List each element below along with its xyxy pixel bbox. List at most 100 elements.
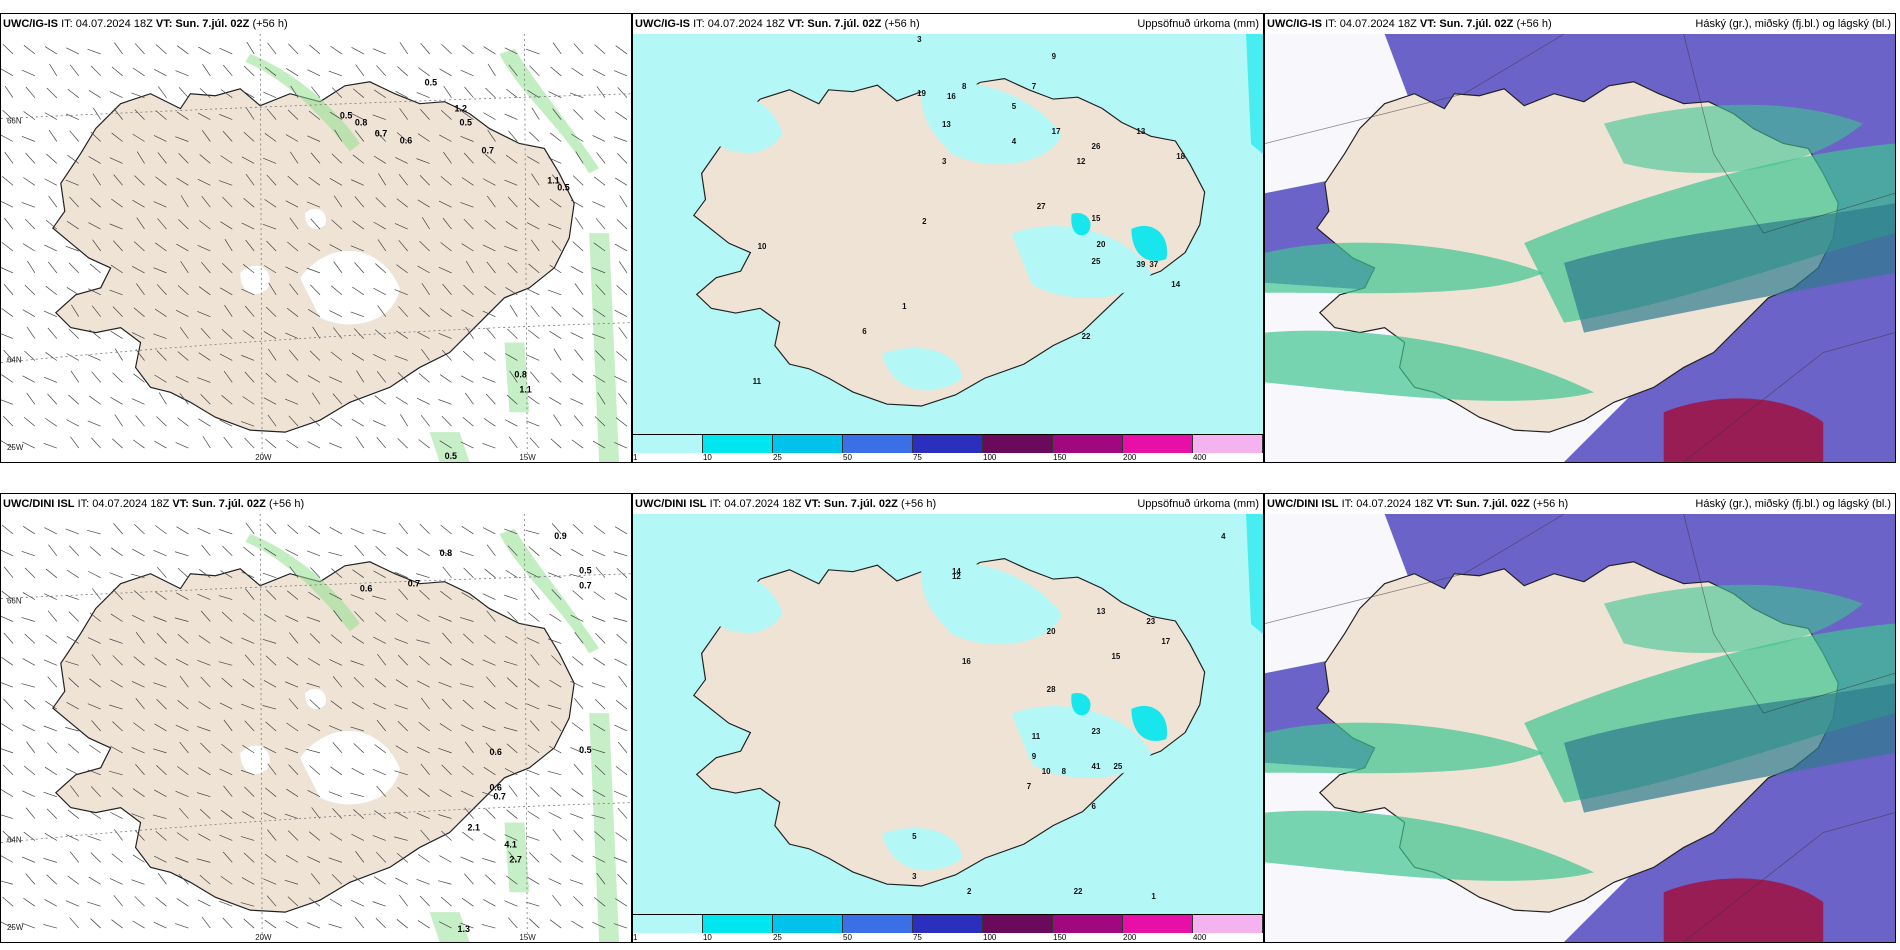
panel-cloud-row1: UWC/IG-IS IT: 04.07.2024 18Z VT: Sun. 7.…: [1264, 13, 1896, 463]
wind-barb: [416, 397, 430, 405]
wind-barb: [591, 814, 606, 819]
wind-barb: [328, 857, 343, 863]
wind-barb: [482, 791, 496, 798]
wind-barb: [177, 567, 189, 578]
precip-value-label: 5: [1012, 102, 1017, 111]
wind-barb: [574, 349, 584, 361]
wind-barb: [131, 398, 145, 405]
wind-barb: [25, 807, 36, 819]
wind-barb: [592, 921, 606, 929]
wind-barb: [550, 66, 562, 77]
wind-barb: [175, 923, 189, 929]
wind-barb: [395, 330, 408, 339]
wind-barb: [21, 617, 35, 622]
wind-barb: [438, 814, 452, 819]
wind-barb: [153, 267, 167, 274]
wind-barb: [43, 310, 57, 317]
wind-barb: [200, 610, 211, 622]
wind-barb: [351, 418, 365, 427]
wind-barb: [136, 217, 145, 230]
wind-barb: [68, 262, 80, 274]
precip-value-label: 0.5: [579, 745, 591, 755]
colorbar-swatch: [983, 435, 1053, 453]
wind-barb: [67, 88, 79, 98]
wind-barb: [550, 853, 562, 863]
wind-barb: [68, 394, 79, 405]
wind-barb: [592, 135, 606, 142]
wind-barb: [351, 899, 364, 907]
wind-barb: [219, 180, 233, 186]
wind-barb: [67, 743, 79, 754]
wind-barb: [245, 588, 255, 600]
wind-barb: [200, 394, 211, 405]
wind-barb: [87, 288, 101, 296]
wind-barb: [155, 897, 167, 907]
wind-barb: [222, 196, 233, 208]
wind-barb: [262, 572, 277, 579]
wind-barb: [530, 305, 540, 317]
wind-barb: [197, 833, 211, 841]
wind-barb: [417, 265, 430, 274]
wind-barb: [196, 858, 211, 863]
wind-barb: [507, 917, 518, 929]
wind-barb: [134, 896, 145, 907]
wind-barb: [154, 242, 167, 252]
wind-barb: [285, 200, 299, 208]
wind-barb: [617, 87, 628, 98]
wind-barb: [528, 546, 540, 557]
colorbar-tick-label: 75: [912, 453, 922, 462]
wind-barb: [505, 154, 518, 164]
colorbar-swatches: [633, 434, 1263, 453]
wind-barb: [355, 64, 365, 77]
wind-barb: [618, 393, 628, 405]
wind-barb: [332, 393, 343, 405]
wind-barb: [2, 830, 14, 841]
wind-barb: [266, 523, 277, 535]
wind-barb: [1, 374, 14, 383]
colorbar-swatch: [843, 435, 913, 453]
wind-barb: [243, 65, 255, 77]
precip-value-label: 12: [1077, 157, 1086, 166]
wind-barb: [504, 179, 518, 186]
wind-barb: [285, 134, 299, 142]
glacier-area: [300, 730, 400, 805]
wind-barb: [153, 201, 167, 208]
wind-barb: [112, 306, 123, 317]
wind-barb: [131, 680, 145, 688]
wind-barb: [156, 416, 167, 427]
wind-barb: [395, 877, 408, 885]
wind-barb: [47, 610, 58, 622]
cloud-map: [1265, 34, 1895, 462]
wind-barb: [529, 131, 540, 142]
wind-barb: [178, 87, 189, 98]
wind-barb: [481, 924, 496, 929]
axis-label: 66N: [7, 117, 22, 126]
wind-barb: [351, 767, 365, 776]
panel-cloud-row2: UWC/DINI ISL IT: 04.07.2024 18Z VT: Sun.…: [1264, 493, 1896, 943]
precip-value-label: 3: [942, 157, 947, 166]
wind-barb: [507, 611, 518, 622]
wind-barb: [1, 399, 14, 405]
wind-barb: [65, 660, 79, 666]
wind-barb: [2, 176, 14, 186]
wind-barb: [306, 550, 321, 557]
wind-barb: [45, 634, 58, 644]
wind-barb: [70, 370, 80, 383]
wind-barb: [266, 108, 277, 120]
wind-barb: [394, 571, 408, 579]
wind-barb: [242, 811, 255, 819]
colorbar-tick-label: 75: [912, 933, 922, 942]
wind-barb: [69, 851, 80, 863]
wind-barb: [440, 590, 452, 600]
precip-value-label: 0.7: [493, 792, 505, 802]
wind-barb: [4, 85, 14, 98]
wind-barb: [156, 698, 167, 710]
wind-barb: [26, 392, 36, 405]
wind-barb: [377, 305, 387, 317]
wind-barb: [266, 895, 277, 907]
axis-label: 25W: [7, 443, 24, 452]
wind-barb: [245, 239, 255, 252]
precip-area: [1011, 706, 1152, 778]
precip-value-label: 0.8: [514, 369, 526, 379]
wind-barb: [618, 327, 628, 339]
